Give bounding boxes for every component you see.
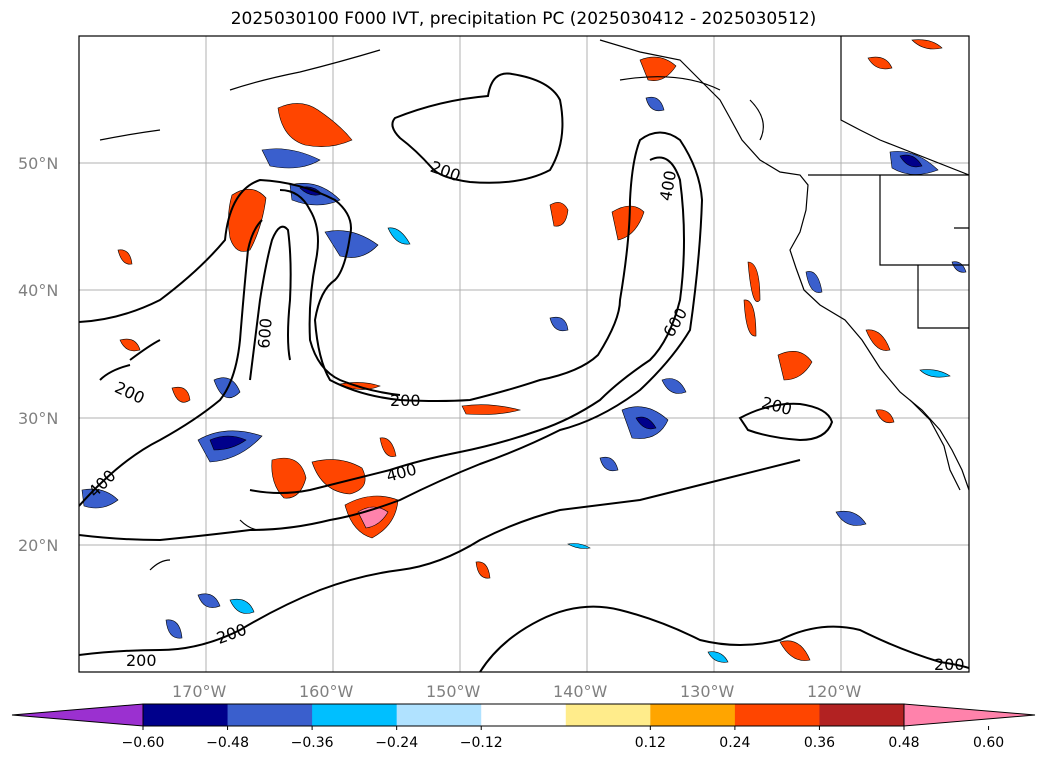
lat-label-50n: 50°N <box>18 154 58 173</box>
colorbar-bin <box>819 704 905 726</box>
colorbar-tick-label: 0.12 <box>635 735 666 751</box>
precip-neg-blob <box>549 316 569 332</box>
colorbar-ticks: −0.60 −0.48 −0.36 −0.24 −0.12 0.12 0.24 0.36 0.4… <box>122 726 1004 751</box>
precip-pos-blob <box>779 640 811 661</box>
precip-pos-blob <box>747 261 761 302</box>
longitude-labels: 170°W 160°W 150°W 140°W 130°W 120°W <box>172 682 862 701</box>
contour-label: 200 <box>390 391 421 410</box>
precip-neg-blob <box>324 230 379 258</box>
colorbar-extend-high <box>903 703 1036 727</box>
colorbar-bin <box>650 704 736 726</box>
precip-neg-blob <box>209 435 247 451</box>
precip-pos-blob <box>271 457 307 499</box>
precip-neg-blob <box>835 510 867 526</box>
colorbar-bin <box>481 704 567 726</box>
precip-neg-blob <box>387 227 411 245</box>
colorbar-tick-label: −0.48 <box>206 735 249 751</box>
precip-pos-blob <box>911 39 943 50</box>
precip-neg-blob <box>197 593 221 608</box>
precip-neg-blob <box>261 148 321 169</box>
contour-label: 200 <box>126 651 157 670</box>
gridlines <box>79 36 969 672</box>
colorbar-tick-label: −0.24 <box>375 735 418 751</box>
coastlines <box>99 36 969 571</box>
lon-label-130w: 130°W <box>680 682 735 701</box>
colorbar-bin <box>565 704 651 726</box>
precip-pos-blob <box>475 561 491 579</box>
colorbar-bin <box>396 704 482 726</box>
precip-pos-blob <box>865 329 891 351</box>
colorbar-bin <box>227 704 313 726</box>
ivt-contours <box>79 72 969 672</box>
precip-pos-blob <box>611 205 645 241</box>
lat-label-20n: 20°N <box>18 536 58 555</box>
colorbar-extend-low <box>11 703 144 727</box>
precip-pos-blob <box>228 188 267 252</box>
lat-label-30n: 30°N <box>18 409 58 428</box>
precip-neg-blob <box>951 261 967 273</box>
precip-pos-blob <box>171 386 191 403</box>
map-area <box>79 36 969 672</box>
precip-neg-blob <box>567 543 591 549</box>
precip-pos-blob <box>117 249 133 265</box>
precip-neg-blob <box>661 378 687 394</box>
precip-neg-blob <box>645 96 665 112</box>
colorbar-frame <box>142 703 905 727</box>
lat-label-40n: 40°N <box>18 281 58 300</box>
precip-pos-blob <box>549 202 569 227</box>
colorbar-tick-label: 0.36 <box>804 735 835 751</box>
contour-labels: 200 200 200 200 200 200 200 400 400 400 … <box>85 157 965 674</box>
colorbar <box>11 703 1036 727</box>
precip-pos-blob <box>277 103 353 147</box>
colorbar-tick-label: −0.60 <box>122 735 165 751</box>
colorbar-bin <box>734 704 820 726</box>
colorbar-bin <box>143 704 229 726</box>
precip-neg-blob <box>165 619 183 639</box>
colorbar-tick-label: −0.12 <box>460 735 503 751</box>
precip-neg-blob <box>599 456 619 472</box>
precip-pos-blob <box>639 56 677 81</box>
precip-shading <box>81 39 967 663</box>
map-frame <box>78 35 970 673</box>
colorbar-tick-label: −0.36 <box>291 735 334 751</box>
contour-label: 200 <box>934 655 965 674</box>
precip-pos-blob <box>379 437 397 457</box>
lon-label-140w: 140°W <box>553 682 608 701</box>
lon-label-150w: 150°W <box>426 682 481 701</box>
colorbar-tick-label: 0.60 <box>973 735 1004 751</box>
precip-neg-blob <box>707 651 729 663</box>
precip-pos-blob <box>743 299 757 337</box>
lon-label-160w: 160°W <box>299 682 354 701</box>
lon-label-120w: 120°W <box>807 682 862 701</box>
precip-neg-blob <box>229 598 255 614</box>
precip-neg-blob <box>919 369 951 378</box>
precip-neg-blob <box>805 271 823 293</box>
precip-pos-blob <box>461 404 522 415</box>
precip-pos-blob <box>875 409 895 424</box>
latitude-labels: 20°N 30°N 40°N 50°N <box>18 154 58 555</box>
precip-neg-blob <box>899 154 923 168</box>
contour-label: 600 <box>254 317 276 349</box>
precip-pos-blob <box>119 338 141 352</box>
colorbar-tick-label: 0.48 <box>888 735 919 751</box>
map-title: 2025030100 F000 IVT, precipitation PC (2… <box>230 9 817 29</box>
colorbar-bin <box>312 704 398 726</box>
colorbar-tick-label: 0.24 <box>719 735 750 751</box>
precip-pos-blob <box>867 56 893 70</box>
precip-pos-blob <box>777 350 813 381</box>
lon-label-170w: 170°W <box>172 682 227 701</box>
precip-neg-blob <box>635 416 657 430</box>
